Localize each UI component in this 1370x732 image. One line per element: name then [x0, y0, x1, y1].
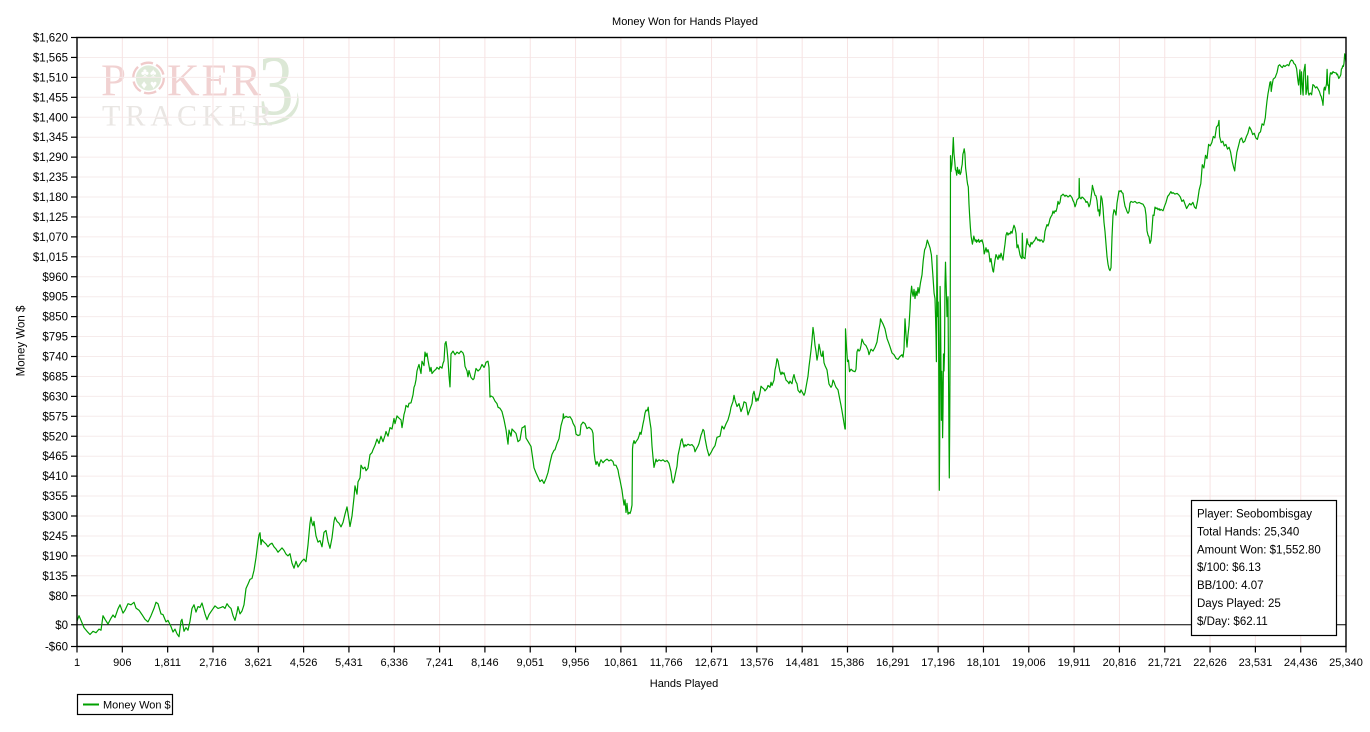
svg-text:9,051: 9,051 [516, 657, 544, 669]
svg-text:16,291: 16,291 [876, 657, 910, 669]
svg-text:Total Hands: 25,340: Total Hands: 25,340 [1197, 526, 1299, 538]
svg-text:22,626: 22,626 [1193, 657, 1227, 669]
svg-text:2,716: 2,716 [199, 657, 227, 669]
svg-text:21,721: 21,721 [1148, 657, 1182, 669]
svg-text:TRACKER: TRACKER [102, 100, 277, 133]
svg-text:Money Won for Hands Played: Money Won for Hands Played [612, 16, 758, 28]
svg-text:Amount Won: $1,552.80: Amount Won: $1,552.80 [1197, 544, 1321, 556]
svg-text:$905: $905 [42, 292, 68, 304]
svg-text:$245: $245 [42, 531, 68, 543]
svg-text:Money Won $: Money Won $ [16, 305, 28, 376]
svg-text:10,861: 10,861 [604, 657, 638, 669]
svg-text:$465: $465 [42, 451, 68, 463]
svg-text:3,621: 3,621 [245, 657, 273, 669]
svg-text:Days Played: 25: Days Played: 25 [1197, 598, 1281, 610]
svg-text:$1,125: $1,125 [33, 212, 68, 224]
svg-text:$1,620: $1,620 [33, 33, 68, 45]
svg-text:$795: $795 [42, 332, 68, 344]
svg-text:25,340: 25,340 [1329, 657, 1363, 669]
svg-text:17,196: 17,196 [921, 657, 955, 669]
svg-text:$575: $575 [42, 411, 68, 423]
svg-text:$1,070: $1,070 [33, 232, 68, 244]
svg-text:$960: $960 [42, 272, 68, 284]
svg-text:24,436: 24,436 [1284, 657, 1318, 669]
svg-text:19,006: 19,006 [1012, 657, 1046, 669]
svg-text:4,526: 4,526 [290, 657, 318, 669]
svg-text:$300: $300 [42, 511, 68, 523]
svg-text:906: 906 [113, 657, 131, 669]
svg-text:$1,510: $1,510 [33, 72, 68, 84]
svg-text:$850: $850 [42, 312, 68, 324]
svg-text:♦: ♦ [141, 78, 147, 92]
svg-text:20,816: 20,816 [1103, 657, 1137, 669]
svg-text:9,956: 9,956 [562, 657, 590, 669]
svg-text:19,911: 19,911 [1058, 657, 1091, 669]
svg-text:$1,290: $1,290 [33, 152, 68, 164]
svg-text:15,386: 15,386 [831, 657, 865, 669]
svg-text:$80: $80 [49, 591, 68, 603]
svg-text:Money Won $: Money Won $ [103, 700, 171, 712]
svg-text:$740: $740 [42, 352, 68, 364]
svg-text:7,241: 7,241 [426, 657, 454, 669]
svg-text:$0: $0 [55, 620, 68, 632]
svg-text:$630: $630 [42, 391, 68, 403]
svg-text:$1,180: $1,180 [33, 192, 68, 204]
svg-text:$685: $685 [42, 371, 68, 383]
svg-text:KER: KER [167, 56, 263, 106]
svg-text:$1,400: $1,400 [33, 112, 68, 124]
svg-text:$1,455: $1,455 [33, 92, 68, 104]
svg-text:$520: $520 [42, 431, 68, 443]
svg-text:14,481: 14,481 [785, 657, 819, 669]
svg-text:$1,565: $1,565 [33, 52, 68, 64]
svg-text:23,531: 23,531 [1239, 657, 1273, 669]
svg-text:8,146: 8,146 [471, 657, 499, 669]
svg-text:6,336: 6,336 [380, 657, 408, 669]
svg-text:Hands Played: Hands Played [650, 678, 719, 690]
svg-text:♥: ♥ [150, 78, 157, 92]
svg-text:$/100: $6.13: $/100: $6.13 [1197, 562, 1261, 574]
svg-text:$355: $355 [42, 491, 68, 503]
svg-text:Player: Seobombisgay: Player: Seobombisgay [1197, 509, 1312, 521]
svg-text:$410: $410 [42, 471, 68, 483]
svg-text:$/Day: $62.11: $/Day: $62.11 [1197, 616, 1268, 628]
svg-text:-$60: -$60 [45, 642, 68, 654]
svg-text:1,811: 1,811 [154, 657, 181, 669]
svg-text:$135: $135 [42, 571, 68, 583]
svg-text:18,101: 18,101 [967, 657, 1001, 669]
svg-text:$190: $190 [42, 551, 68, 563]
svg-text:BB/100: 4.07: BB/100: 4.07 [1197, 580, 1264, 592]
svg-text:$1,345: $1,345 [33, 132, 68, 144]
svg-text:11,766: 11,766 [650, 657, 683, 669]
svg-text:12,671: 12,671 [695, 657, 729, 669]
svg-text:$1,235: $1,235 [33, 172, 68, 184]
svg-text:1: 1 [74, 657, 80, 669]
svg-text:♣: ♣ [141, 66, 149, 80]
svg-text:5,431: 5,431 [335, 657, 363, 669]
svg-text:13,576: 13,576 [740, 657, 774, 669]
svg-text:$1,015: $1,015 [33, 252, 68, 264]
svg-text:♠: ♠ [150, 66, 157, 80]
